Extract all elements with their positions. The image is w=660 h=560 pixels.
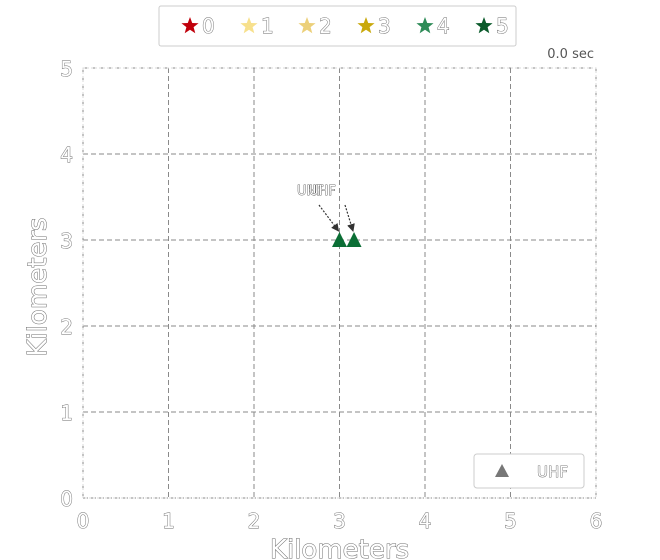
y-tick-label: 0 <box>60 487 73 511</box>
data-point-triangle <box>346 232 362 247</box>
legend-star-icon <box>475 17 493 34</box>
legend-star-icon <box>416 17 434 34</box>
legend-top-box <box>158 5 517 47</box>
y-tick-label: 3 <box>60 229 73 253</box>
legend-entry-label: 0 <box>202 14 215 38</box>
y-axis-ticks: 0 1 2 3 4 5 <box>60 57 74 512</box>
x-tick-label: 2 <box>248 509 261 533</box>
legend-star-icon <box>181 17 199 34</box>
y-axis-title: Kilometers <box>23 217 53 356</box>
legend-entry-label: 5 <box>496 14 509 38</box>
y-tick-label: 4 <box>60 143 73 167</box>
annotation-arrow <box>344 204 355 232</box>
x-axis-title: Kilometers <box>270 535 409 560</box>
point-annotation-label: UHF <box>309 184 336 199</box>
x-tick-label: 1 <box>162 509 175 533</box>
legend-entry-label: 3 <box>378 14 391 38</box>
plot-frame <box>82 67 597 499</box>
legend-top: 0 1 2 3 4 5 <box>158 5 517 47</box>
legend-star-icon <box>240 17 258 34</box>
legend-entry-label: 4 <box>437 14 450 38</box>
y-tick-label: 1 <box>60 401 73 425</box>
data-point-triangle <box>332 232 347 247</box>
x-tick-label: 3 <box>333 509 346 533</box>
x-tick-label: 6 <box>590 509 603 533</box>
x-tick-label: 0 <box>77 509 90 533</box>
plot-border <box>82 67 597 499</box>
annotation-arrow <box>318 204 340 232</box>
legend-triangle-icon <box>495 464 509 477</box>
legend-star-icon <box>298 17 316 34</box>
x-axis-ticks: 0 1 2 3 4 5 6 <box>76 509 603 534</box>
point-annotation-label: UHF <box>297 184 324 199</box>
x-tick-label: 5 <box>504 509 517 533</box>
y-tick-label: 5 <box>60 57 73 81</box>
y-tick-label: 2 <box>60 315 73 339</box>
legend-marker: UHF <box>473 453 585 489</box>
legend-marker-box <box>473 453 585 489</box>
data-points <box>332 232 362 247</box>
grid <box>82 67 597 499</box>
legend-star-icon <box>357 17 375 34</box>
legend-marker-label: UHF <box>537 463 568 481</box>
legend-entry-label: 2 <box>319 14 332 38</box>
x-tick-label: 4 <box>419 509 432 533</box>
legend-entry-label: 1 <box>261 14 274 38</box>
time-label: 0.0 sec <box>547 47 594 62</box>
